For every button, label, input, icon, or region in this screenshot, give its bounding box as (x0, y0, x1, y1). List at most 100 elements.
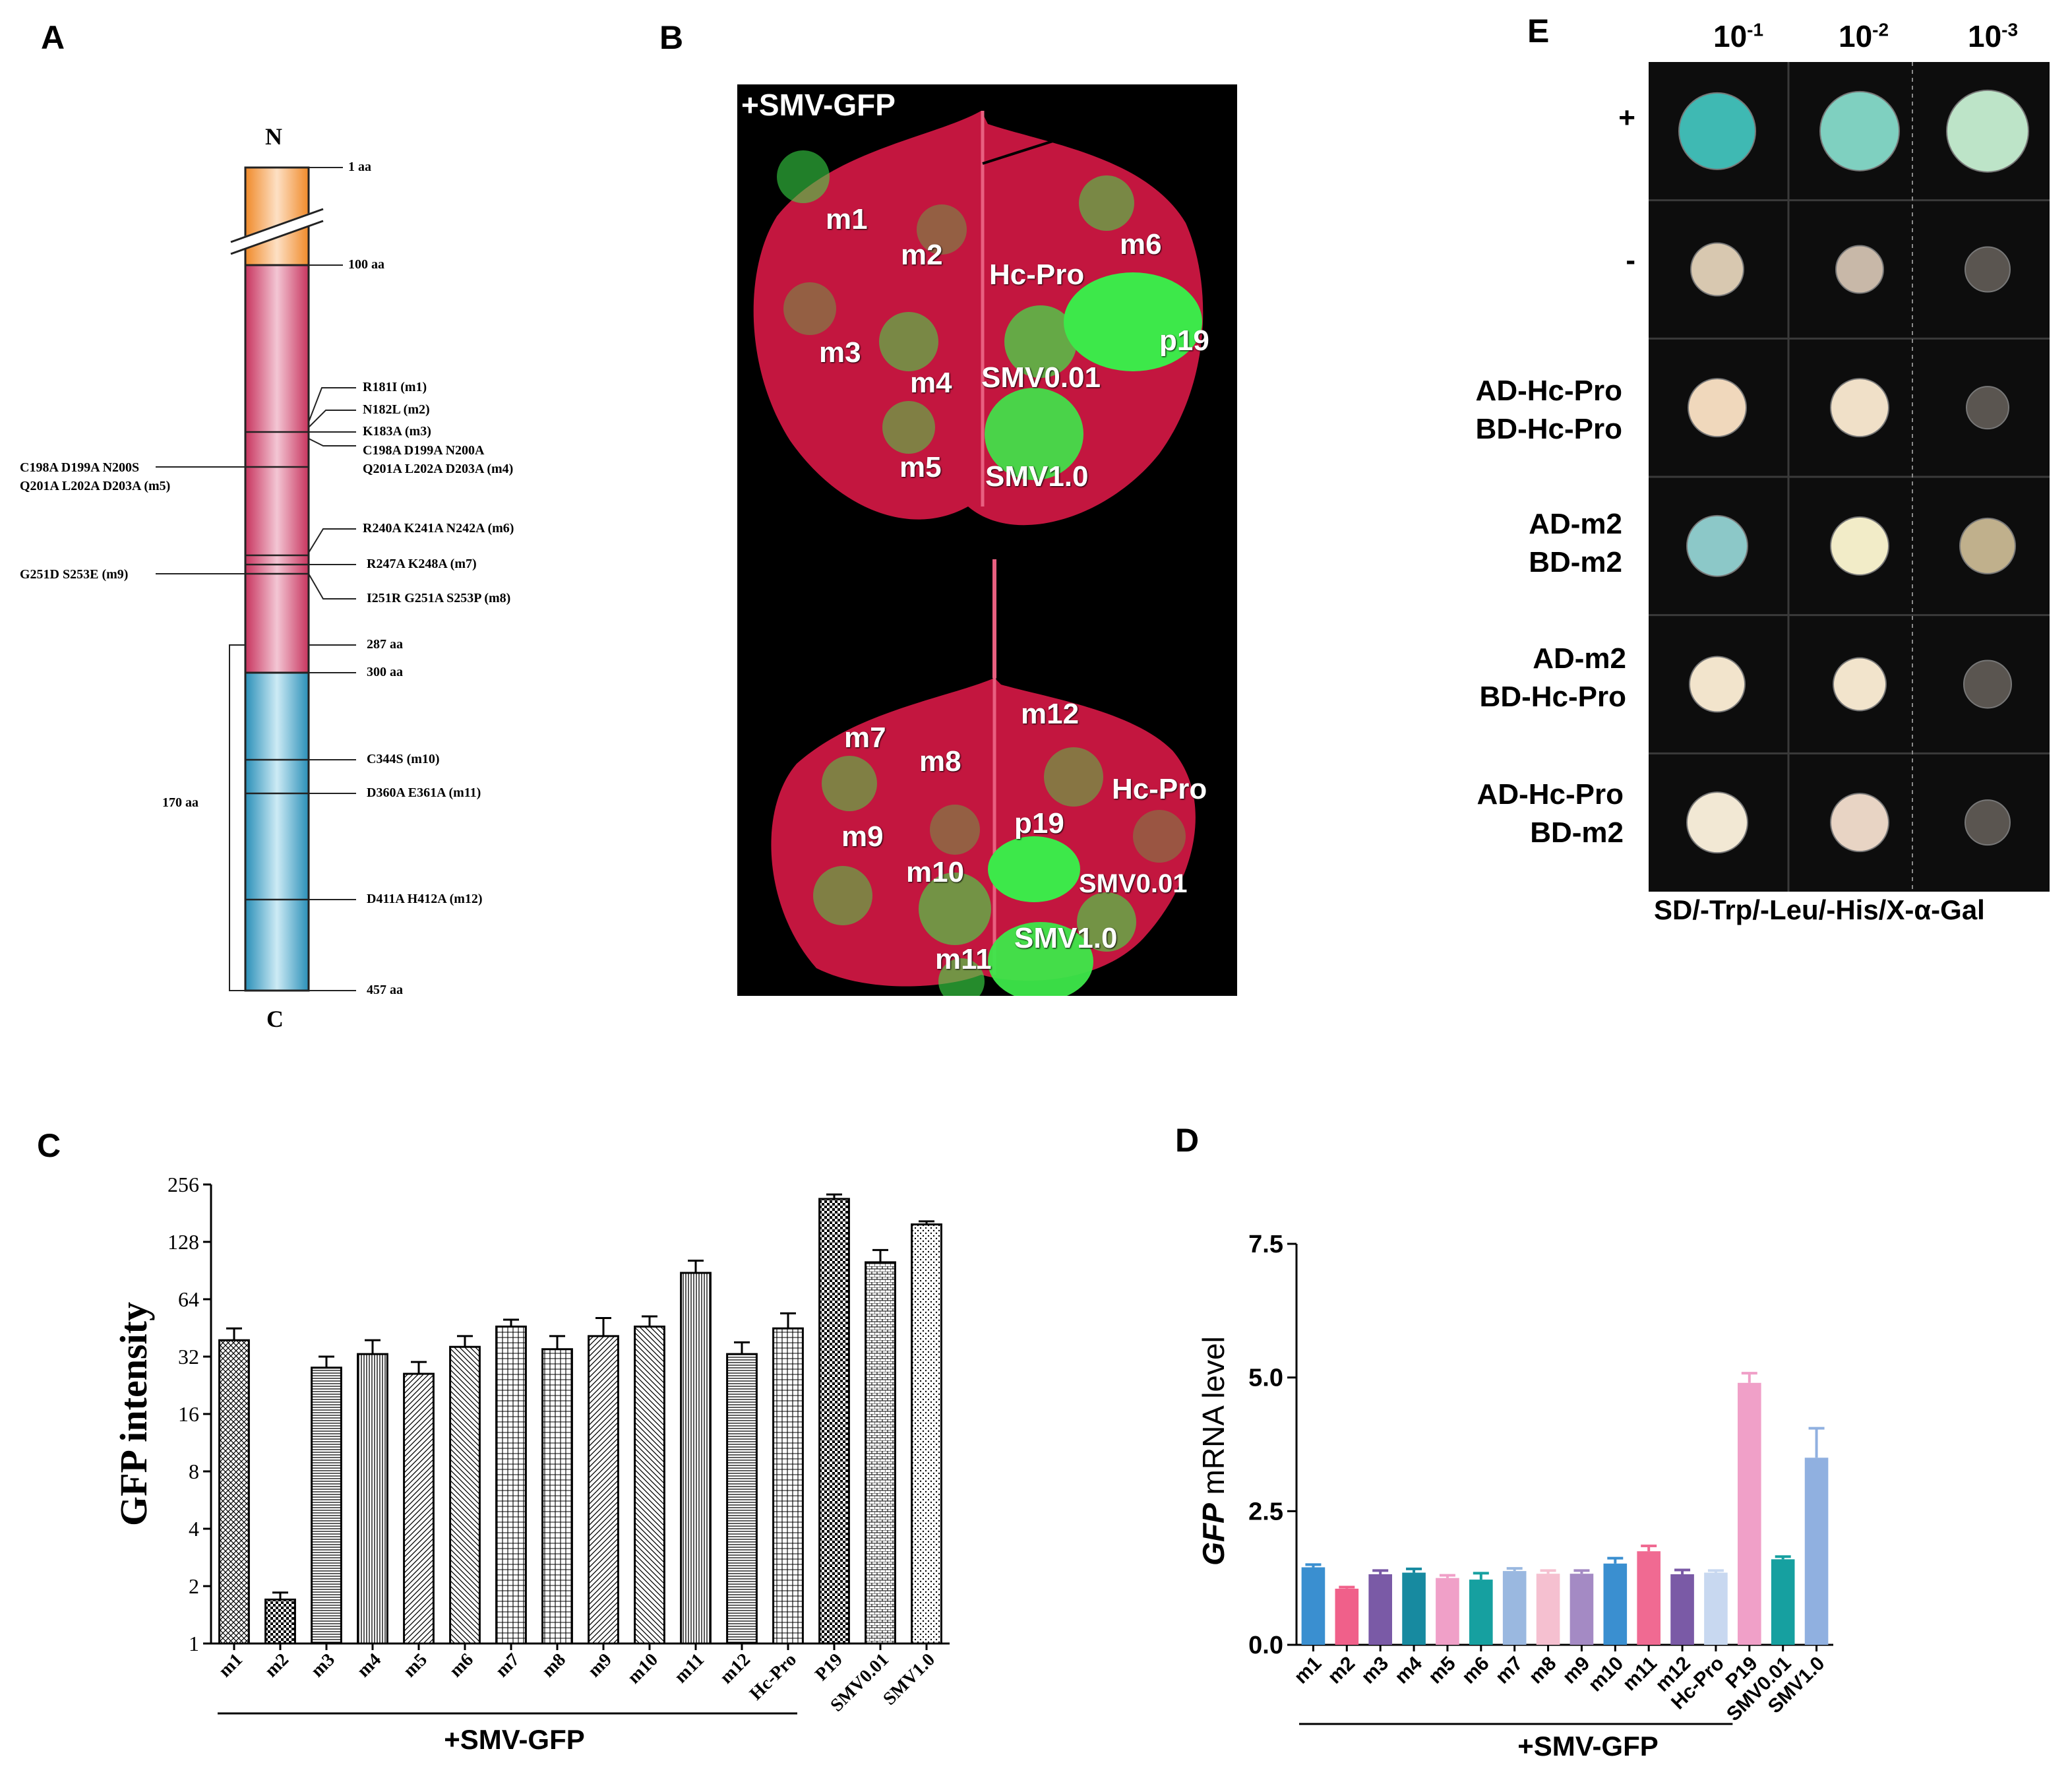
y-tick-label: 8 (189, 1459, 199, 1483)
leaf-label: m3 (819, 336, 861, 369)
site-label: R247A K248A (m7) (367, 557, 477, 571)
leaf-label: m7 (844, 722, 886, 754)
panel-e-yeast-plate (1649, 62, 2050, 892)
x-tick-label: m10 (624, 1649, 662, 1688)
y-tick-label: 128 (168, 1230, 199, 1254)
dilution-label: 10-3 (1968, 19, 2019, 53)
y-tick-label: 16 (178, 1402, 199, 1426)
site-label: 287 aa (367, 637, 403, 652)
yeast-colony (1686, 514, 1748, 577)
n-terminal-region (244, 166, 310, 266)
yeast-colony (1959, 517, 2016, 574)
site-label: I251R G251A S253P (m8) (367, 591, 511, 605)
axis-break (228, 208, 326, 253)
leaf-label: p19 (1014, 807, 1064, 840)
panel-label-e: E (1527, 13, 1550, 49)
row-label: AD-Hc-Pro BD-m2 (1477, 778, 1624, 849)
bar (1502, 1571, 1527, 1645)
row-label: AD-m2 BD-m2 (1529, 508, 1622, 578)
x-tick-label: m10 (1584, 1653, 1628, 1696)
yeast-colony (1833, 657, 1887, 712)
x-tick-label: m11 (671, 1649, 708, 1687)
site-label: 1 aa (348, 160, 371, 174)
middle-region (244, 264, 310, 674)
yeast-colony (1830, 793, 1889, 853)
yeast-colony (1686, 791, 1748, 854)
leaf-2 (771, 678, 1196, 987)
yeast-colony (1965, 246, 2011, 293)
chart-gfp-intensity: 1 2 4 8 16 32 64 128 256 GFP intensity m1 m2 m3 m4 m5 m… (112, 1173, 950, 1754)
c-terminal-region (244, 671, 310, 992)
yeast-colony (1688, 378, 1747, 438)
x-tick-label: m9 (584, 1649, 616, 1681)
site-label: 300 aa (367, 665, 403, 679)
row-label: AD-Hc-Pro BD-Hc-Pro (1475, 375, 1622, 445)
bar (1301, 1567, 1325, 1645)
site-label: C198A D199A N200A (363, 443, 485, 458)
bar (1436, 1578, 1459, 1645)
x-tick-label: m4 (353, 1649, 385, 1681)
site-label-left: Q201A L202A D203A (m5) (20, 479, 171, 493)
yeast-colony (1966, 386, 2009, 430)
bar (772, 1327, 804, 1645)
yeast-colony (1830, 516, 1889, 576)
x-tick-label: m4 (1391, 1652, 1426, 1688)
bar (1569, 1574, 1594, 1645)
bar (911, 1223, 942, 1645)
bar (264, 1598, 296, 1645)
panel-b-leaf-image: +SMV-GFP m1 m2 Hc-Pro m6 m3 m4 SMV0.01 p… (737, 84, 1237, 996)
panel-label-d: D (1175, 1122, 1200, 1159)
leaf-label: m1 (826, 203, 868, 235)
bar (1670, 1574, 1694, 1645)
y-tick-label: 64 (178, 1287, 199, 1311)
yeast-colony (1819, 90, 1900, 171)
yeast-colony (1946, 89, 2029, 173)
x-tick-label: P19 (811, 1649, 847, 1685)
x-tick-label: m11 (1619, 1653, 1662, 1696)
chart-gfp-mrna: 0.0 2.5 5.0 7.5 GFP mRNA level m1m2m3m4m5m6m7… (1196, 1231, 1833, 1762)
leaf-label: m12 (1021, 698, 1080, 730)
leaf-label: m2 (901, 239, 943, 271)
site-label: R240A K241A N242A (m6) (363, 521, 514, 536)
x-tick-label: m7 (492, 1649, 524, 1681)
bar (311, 1367, 342, 1645)
leaf-label: m6 (1120, 228, 1162, 261)
bar (495, 1325, 527, 1645)
x-tick-label: m6 (446, 1649, 477, 1681)
bar (680, 1272, 712, 1645)
leaf-label: SMV0.01 (981, 361, 1101, 394)
span-label: 170 aa (162, 795, 198, 810)
site-label: K183A (m3) (363, 424, 431, 439)
site-label: R181I (m1) (363, 380, 427, 394)
leaf-label: p19 (1159, 324, 1209, 357)
bar (818, 1198, 850, 1645)
leaf-label: m8 (919, 745, 961, 778)
leaf-label: Hc-Pro (989, 259, 1085, 291)
bar (541, 1348, 573, 1645)
x-tick-label: m2 (1324, 1653, 1359, 1688)
x-tick-label: m2 (261, 1649, 293, 1681)
x-tick-label: m8 (538, 1649, 570, 1681)
yeast-colony (1678, 92, 1756, 170)
y-tick-label: 0.0 (1248, 1632, 1283, 1659)
site-label-left: G251D S253E (m9) (20, 567, 129, 582)
y-tick-label: 4 (189, 1517, 199, 1541)
group-label: +SMV-GFP (1517, 1731, 1659, 1762)
x-tick-label: m1 (1290, 1653, 1325, 1688)
site-label: D360A E361A (m11) (367, 785, 481, 800)
x-tick-label: m5 (1424, 1653, 1460, 1688)
panel-label-b: B (659, 19, 684, 56)
x-tick-label: m7 (1492, 1653, 1527, 1688)
leaf-label: m5 (899, 451, 942, 483)
yeast-colony (1965, 799, 2011, 846)
bar (726, 1353, 758, 1645)
bar (1804, 1458, 1829, 1645)
site-label: 457 aa (367, 983, 403, 997)
yeast-colony (1963, 660, 2012, 709)
bar (865, 1261, 896, 1645)
bar (1637, 1551, 1661, 1645)
leaf-label: Hc-Pro (1112, 773, 1207, 805)
bar (218, 1339, 250, 1645)
bar (1368, 1574, 1392, 1645)
